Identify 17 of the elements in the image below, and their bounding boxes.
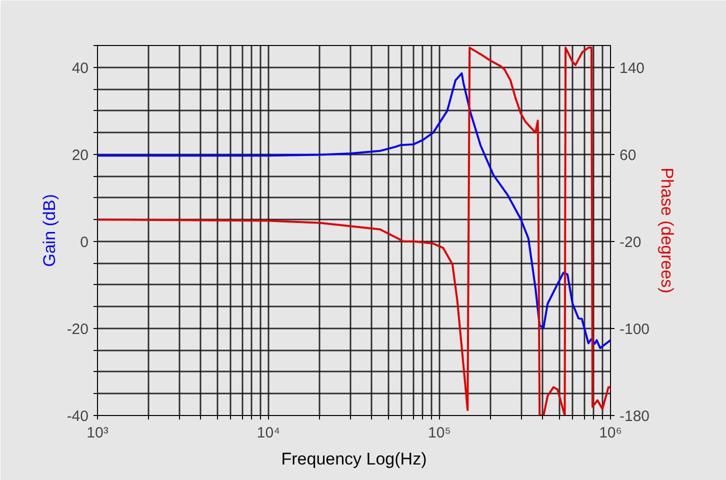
y2-tick-label: 60 — [620, 146, 636, 164]
x-tick-label: 10³ — [86, 424, 108, 442]
y-tick-label: 20 — [72, 146, 89, 164]
y2-tick-label: 140 — [620, 60, 645, 77]
y-tick-label: -20 — [66, 320, 89, 338]
y-tick-label: -40 — [66, 408, 89, 425]
y2-tick-label: -180 — [620, 408, 650, 425]
y2-axis-title: Phase (degrees) — [658, 168, 677, 294]
y-tick-label: 0 — [80, 234, 88, 251]
y-axis-title: Gain (dB) — [40, 194, 59, 267]
y2-tick-label: -20 — [620, 234, 642, 251]
x-tick-label: 10⁴ — [256, 424, 280, 442]
y-tick-label: 40 — [72, 60, 89, 77]
x-axis-title: Frequency Log(Hz) — [281, 450, 427, 468]
x-tick-label: 10⁵ — [428, 424, 451, 442]
x-tick-label: 10⁶ — [599, 424, 622, 442]
y2-tick-label: -100 — [620, 320, 650, 338]
